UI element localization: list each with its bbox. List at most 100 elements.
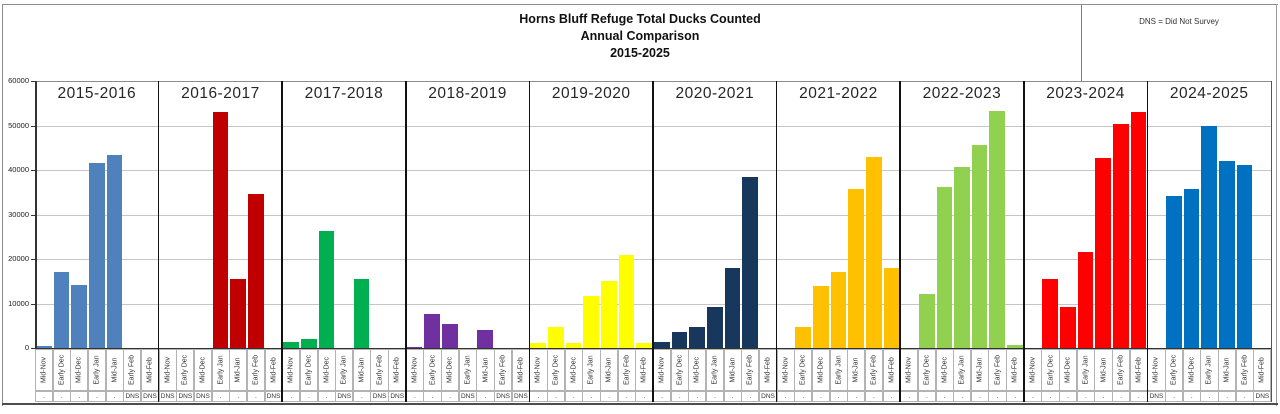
survey-status-cell: DNS [335,391,354,402]
survey-status-cell: . [1200,391,1219,402]
survey-status-cell: . [617,391,636,402]
period-label: Early Jan [587,355,595,385]
bar [936,187,953,348]
y-axis-tick-mark [31,214,35,216]
bar [1236,164,1253,348]
bar [689,327,705,348]
survey-status-cell: . [1076,391,1095,402]
survey-status-cell: . [405,391,424,402]
period-label-cell: Mid-Jan [352,349,371,391]
year-group-separator [528,81,531,402]
period-label-cell: Mid-Jan [476,349,495,391]
period-label-cell: Mid-Dec [564,349,583,391]
period-label: Mid-Dec [75,356,83,384]
period-label-cell: Mid-Jan [229,349,248,391]
period-label: Mid-Feb [1011,357,1019,383]
period-label-cell: Mid-Nov [529,349,548,391]
period-label: Mid-Feb [1135,357,1143,383]
period-label-cell: Mid-Feb [758,349,778,391]
period-label-cell: Early Dec [917,349,936,391]
year-group-label: 2016-2017 [181,85,260,102]
bar [830,271,847,348]
year-group-separator [281,81,283,402]
y-axis-tick-mark [31,348,35,349]
plot-right-border [1271,81,1272,402]
period-label: Early Dec [1170,354,1178,386]
bar [88,162,105,348]
period-label-cell: Mid-Dec [70,349,89,391]
year-group-separator [652,81,654,402]
survey-status-cell: . [1006,391,1025,402]
period-label: Early Feb [1117,355,1125,385]
period-label-cell: Mid-Dec [811,349,831,391]
period-label: Mid-Jan [482,357,489,383]
year-group-label: 2017-2018 [304,85,384,102]
period-label-cell: Early Feb [617,349,636,391]
bar [671,331,688,348]
bar [1166,196,1182,348]
period-label-cell: Mid-Dec [193,349,213,391]
period-label: Early Jan [340,355,348,385]
period-label-cell: Early Dec [794,349,813,391]
period-label: Early Dec [552,354,560,386]
bar [918,294,935,348]
bar [71,284,87,348]
chart-title-line-1: Horns Bluff Refuge Total Ducks Counted [519,12,761,26]
period-label: Early Feb [252,355,260,385]
period-label: Mid-Nov [40,356,48,384]
survey-status-cell: . [900,391,919,402]
survey-status-cell: . [917,391,936,402]
period-label: Early Feb [1241,355,1249,385]
bar [618,254,635,348]
period-label-cell: Mid-Jan [847,349,866,391]
bar [654,342,670,348]
period-label: Mid-Dec [199,356,207,384]
bar [865,157,882,348]
year-group-separator [157,81,160,402]
bar [1095,157,1112,348]
bar [1130,112,1147,348]
frame-left-border [2,4,3,406]
survey-status-cell: DNS [458,391,477,402]
year-group-label: 2020-2021 [675,85,755,102]
bar [424,313,441,348]
y-axis-tick-mark [31,259,35,260]
bar [812,285,829,348]
period-label-cell: Early Dec [547,349,566,391]
bar [954,167,970,348]
y-axis-tick-label: 10000 [8,298,29,308]
survey-status-cell: . [970,391,989,402]
bar [406,346,423,348]
period-label: Mid-Nov [287,356,295,384]
period-label: Early Dec [923,354,931,386]
survey-status-cell: . [87,391,107,402]
y-axis-tick-label: 0 [24,343,29,352]
survey-status-cell: . [688,391,707,402]
survey-status-cell: . [564,391,583,402]
survey-status-cell: . [811,391,831,402]
survey-status-cell: DNS [158,391,177,402]
survey-status-cell: . [935,391,954,402]
period-label-cell: Early Feb [864,349,884,391]
period-label: Mid-Jan [358,357,366,383]
period-label: Early Jan [1082,355,1090,385]
survey-status-cell: . [653,391,672,402]
bar [1201,126,1218,348]
period-label: Mid-Nov [905,356,913,384]
period-label-cell: Early Dec [176,349,195,391]
survey-status-cell: . [441,391,460,402]
survey-status-cell: . [723,391,742,402]
bar [548,326,564,348]
period-label-cell: Early Feb [123,349,142,391]
period-label-cell: Mid-Jan [1218,349,1237,391]
survey-status-cell: . [211,391,230,402]
period-label-cell: Early Dec [1041,349,1060,391]
period-label: Mid-Jan [729,357,737,383]
bar [971,145,988,348]
bar [230,279,246,348]
period-label: Mid-Jan [1100,357,1107,383]
survey-status-cell: . [1235,391,1254,402]
period-label: Mid-Dec [570,356,578,384]
period-label-cell: Mid-Feb [1006,349,1025,391]
